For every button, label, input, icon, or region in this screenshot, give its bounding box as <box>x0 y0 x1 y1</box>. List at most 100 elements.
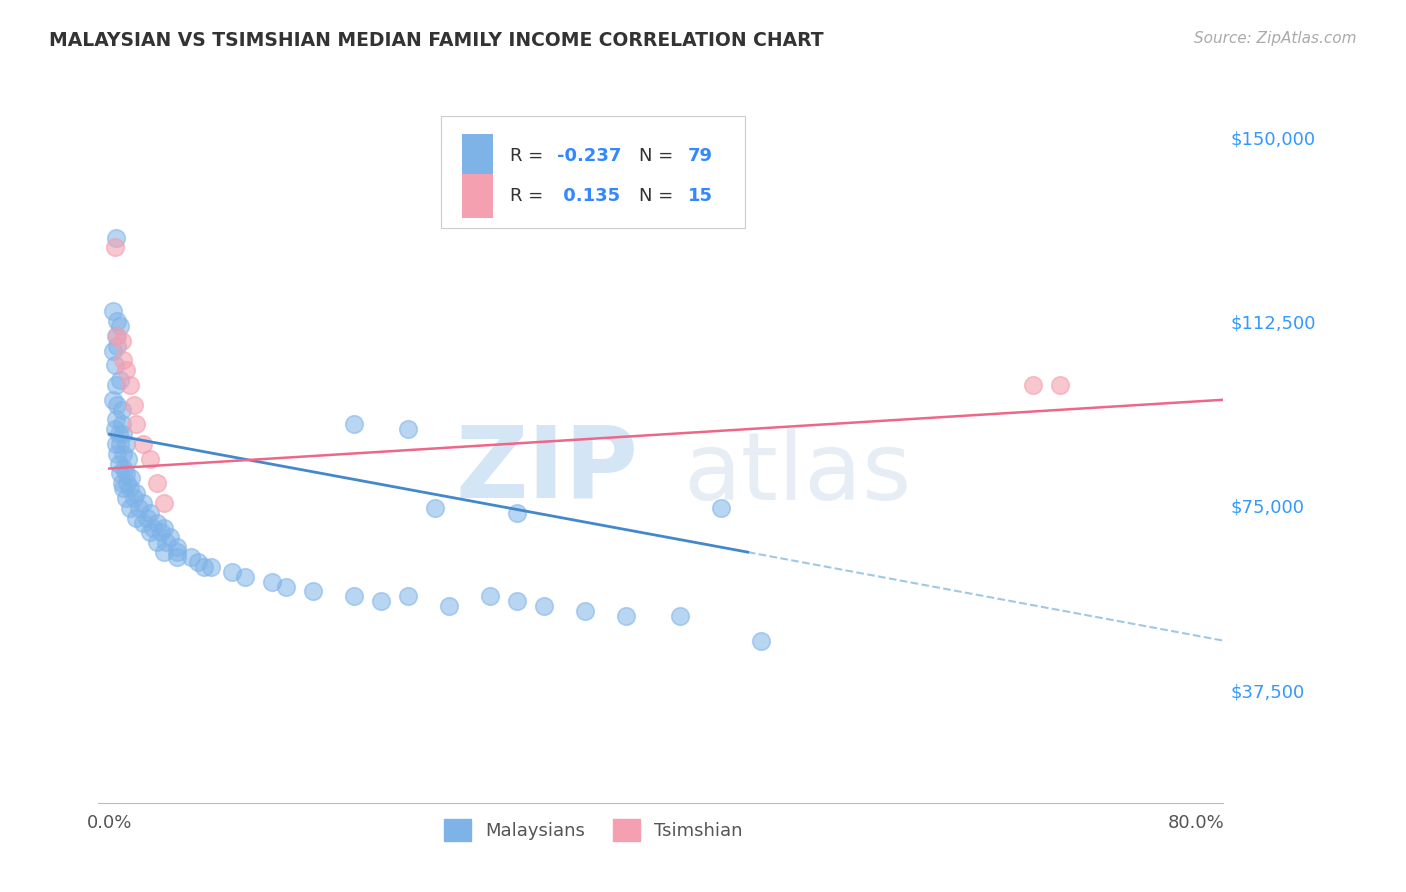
Point <box>107 314 129 328</box>
Point <box>152 545 174 559</box>
Point <box>110 476 132 491</box>
Point <box>118 500 141 515</box>
Point <box>710 500 733 515</box>
Point <box>302 584 325 599</box>
Point <box>132 437 155 451</box>
Point <box>110 334 132 348</box>
Point <box>136 510 159 524</box>
Point <box>103 304 125 318</box>
Text: 0.135: 0.135 <box>557 187 620 205</box>
Point <box>343 417 366 432</box>
Point <box>132 496 155 510</box>
Point <box>396 422 419 436</box>
Text: $112,500: $112,500 <box>1230 315 1316 333</box>
Point <box>108 319 131 334</box>
Point <box>105 412 128 426</box>
Point <box>146 516 169 530</box>
Point <box>112 461 135 475</box>
Text: $150,000: $150,000 <box>1230 130 1315 148</box>
Point <box>506 594 529 608</box>
Point <box>111 447 134 461</box>
Point <box>180 549 202 564</box>
Point <box>122 491 145 505</box>
Point <box>533 599 555 614</box>
Point <box>139 506 162 520</box>
Point <box>122 398 145 412</box>
Point <box>118 378 141 392</box>
Point <box>262 574 284 589</box>
Point <box>107 427 129 442</box>
Point <box>111 427 134 442</box>
Point <box>125 417 148 432</box>
Point <box>118 481 141 495</box>
Bar <box>461 135 494 178</box>
Point <box>159 530 181 544</box>
Point <box>114 437 136 451</box>
Point <box>1022 378 1045 392</box>
Point <box>146 476 169 491</box>
Text: -0.237: -0.237 <box>557 147 621 165</box>
Text: 15: 15 <box>688 187 713 205</box>
Text: N =: N = <box>640 187 679 205</box>
Point <box>125 486 148 500</box>
Point <box>105 329 128 343</box>
Point <box>105 437 128 451</box>
Point <box>104 359 127 373</box>
Point <box>370 594 392 608</box>
Text: Source: ZipAtlas.com: Source: ZipAtlas.com <box>1194 31 1357 46</box>
Point <box>111 481 134 495</box>
Point <box>1049 378 1071 392</box>
Point <box>437 599 460 614</box>
Text: 79: 79 <box>688 147 713 165</box>
Point <box>233 570 256 584</box>
Point <box>117 451 139 466</box>
Point <box>149 525 172 540</box>
Point <box>108 467 131 481</box>
Text: MALAYSIAN VS TSIMSHIAN MEDIAN FAMILY INCOME CORRELATION CHART: MALAYSIAN VS TSIMSHIAN MEDIAN FAMILY INC… <box>49 31 824 50</box>
Point <box>105 230 128 244</box>
Point <box>478 590 501 604</box>
Text: $37,500: $37,500 <box>1230 683 1305 701</box>
Point <box>166 545 188 559</box>
Point <box>274 580 297 594</box>
Point <box>749 633 772 648</box>
FancyBboxPatch shape <box>441 116 745 228</box>
Point <box>152 496 174 510</box>
Point <box>128 500 150 515</box>
Point <box>105 378 128 392</box>
Point <box>614 609 637 624</box>
Point <box>115 476 138 491</box>
Point <box>221 565 243 579</box>
Point <box>155 535 177 549</box>
Point <box>104 422 127 436</box>
Point <box>107 339 129 353</box>
Point <box>111 353 134 368</box>
Point <box>108 373 131 387</box>
Text: R =: R = <box>510 147 550 165</box>
Point <box>110 417 132 432</box>
Point <box>139 525 162 540</box>
Point <box>166 540 188 554</box>
Point <box>152 520 174 534</box>
Point <box>200 560 222 574</box>
Point <box>120 471 142 485</box>
Point <box>103 343 125 358</box>
Point <box>396 590 419 604</box>
Point <box>506 506 529 520</box>
Bar <box>461 174 494 218</box>
Point <box>146 535 169 549</box>
Point <box>104 240 127 254</box>
Point <box>142 520 165 534</box>
Point <box>114 363 136 377</box>
Point <box>114 491 136 505</box>
Point <box>107 457 129 471</box>
Point <box>110 402 132 417</box>
Text: $75,000: $75,000 <box>1230 499 1303 516</box>
Point <box>103 392 125 407</box>
Point <box>108 437 131 451</box>
Point <box>125 510 148 524</box>
Text: N =: N = <box>640 147 679 165</box>
Point <box>107 398 129 412</box>
Point <box>107 329 129 343</box>
Text: atlas: atlas <box>683 428 911 520</box>
